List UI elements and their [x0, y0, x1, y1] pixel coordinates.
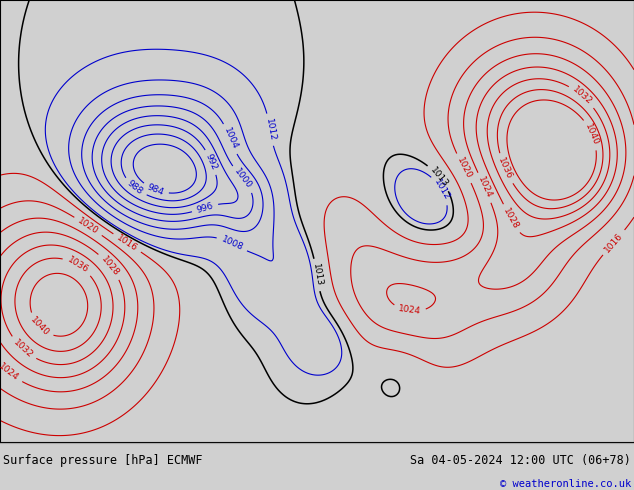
Text: 984: 984	[146, 182, 165, 197]
Text: 1028: 1028	[100, 254, 120, 278]
Text: 992: 992	[204, 152, 219, 171]
Text: 1000: 1000	[233, 167, 254, 191]
Text: 1036: 1036	[496, 156, 514, 181]
Text: 1024: 1024	[398, 304, 422, 317]
Text: 1020: 1020	[455, 156, 473, 180]
Text: 1020: 1020	[76, 216, 100, 236]
Text: 1024: 1024	[476, 175, 493, 200]
Text: 1024: 1024	[0, 362, 20, 383]
Text: Surface pressure [hPa] ECMWF: Surface pressure [hPa] ECMWF	[3, 454, 203, 467]
Text: 1040: 1040	[583, 122, 600, 147]
Text: 1028: 1028	[501, 207, 521, 231]
Text: 1004: 1004	[222, 127, 239, 151]
Text: 996: 996	[195, 201, 214, 215]
Text: 1012: 1012	[432, 178, 451, 202]
Text: 1032: 1032	[11, 338, 34, 360]
Text: 1012: 1012	[264, 118, 276, 142]
Text: 1016: 1016	[603, 231, 624, 254]
Text: 1040: 1040	[29, 316, 51, 338]
Text: 1013: 1013	[429, 166, 450, 189]
Text: 1008: 1008	[219, 235, 244, 253]
Text: 1032: 1032	[571, 85, 594, 107]
Text: 1013: 1013	[311, 263, 323, 287]
Text: 1036: 1036	[66, 255, 90, 275]
Text: © weatheronline.co.uk: © weatheronline.co.uk	[500, 479, 631, 489]
Text: Sa 04-05-2024 12:00 UTC (06+78): Sa 04-05-2024 12:00 UTC (06+78)	[410, 454, 631, 467]
Text: 1016: 1016	[115, 233, 139, 253]
Text: 988: 988	[126, 179, 145, 196]
